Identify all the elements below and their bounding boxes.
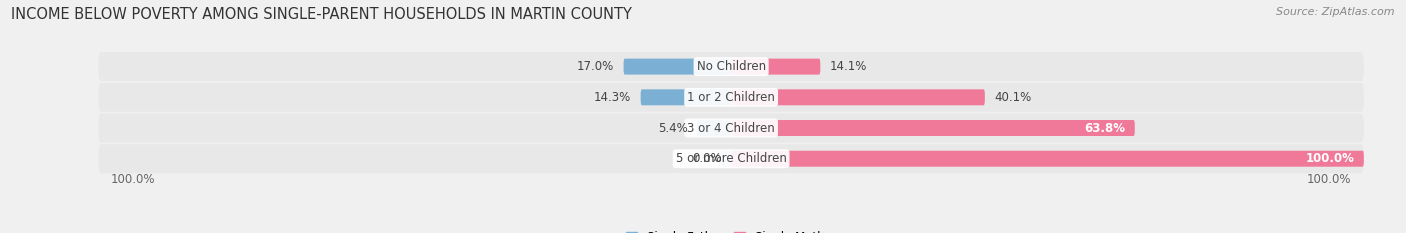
FancyBboxPatch shape — [718, 151, 731, 167]
FancyBboxPatch shape — [98, 52, 1364, 81]
Text: Source: ZipAtlas.com: Source: ZipAtlas.com — [1277, 7, 1395, 17]
Text: 17.0%: 17.0% — [576, 60, 614, 73]
Text: No Children: No Children — [696, 60, 766, 73]
Text: 100.0%: 100.0% — [111, 173, 156, 186]
Text: INCOME BELOW POVERTY AMONG SINGLE-PARENT HOUSEHOLDS IN MARTIN COUNTY: INCOME BELOW POVERTY AMONG SINGLE-PARENT… — [11, 7, 633, 22]
Text: 63.8%: 63.8% — [1084, 122, 1125, 134]
Text: 14.1%: 14.1% — [830, 60, 868, 73]
Text: 5.4%: 5.4% — [658, 122, 688, 134]
FancyBboxPatch shape — [98, 144, 1364, 173]
FancyBboxPatch shape — [731, 59, 820, 75]
FancyBboxPatch shape — [731, 120, 1135, 136]
FancyBboxPatch shape — [623, 59, 731, 75]
Text: 100.0%: 100.0% — [1306, 173, 1351, 186]
Text: 5 or more Children: 5 or more Children — [676, 152, 786, 165]
Legend: Single Father, Single Mother: Single Father, Single Mother — [626, 231, 837, 233]
FancyBboxPatch shape — [731, 151, 1364, 167]
Text: 40.1%: 40.1% — [994, 91, 1032, 104]
FancyBboxPatch shape — [98, 83, 1364, 112]
Text: 1 or 2 Children: 1 or 2 Children — [688, 91, 775, 104]
FancyBboxPatch shape — [731, 89, 984, 105]
Text: 3 or 4 Children: 3 or 4 Children — [688, 122, 775, 134]
Text: 0.0%: 0.0% — [692, 152, 721, 165]
FancyBboxPatch shape — [98, 113, 1364, 142]
Text: 14.3%: 14.3% — [593, 91, 631, 104]
Text: 100.0%: 100.0% — [1305, 152, 1354, 165]
FancyBboxPatch shape — [697, 120, 731, 136]
FancyBboxPatch shape — [641, 89, 731, 105]
